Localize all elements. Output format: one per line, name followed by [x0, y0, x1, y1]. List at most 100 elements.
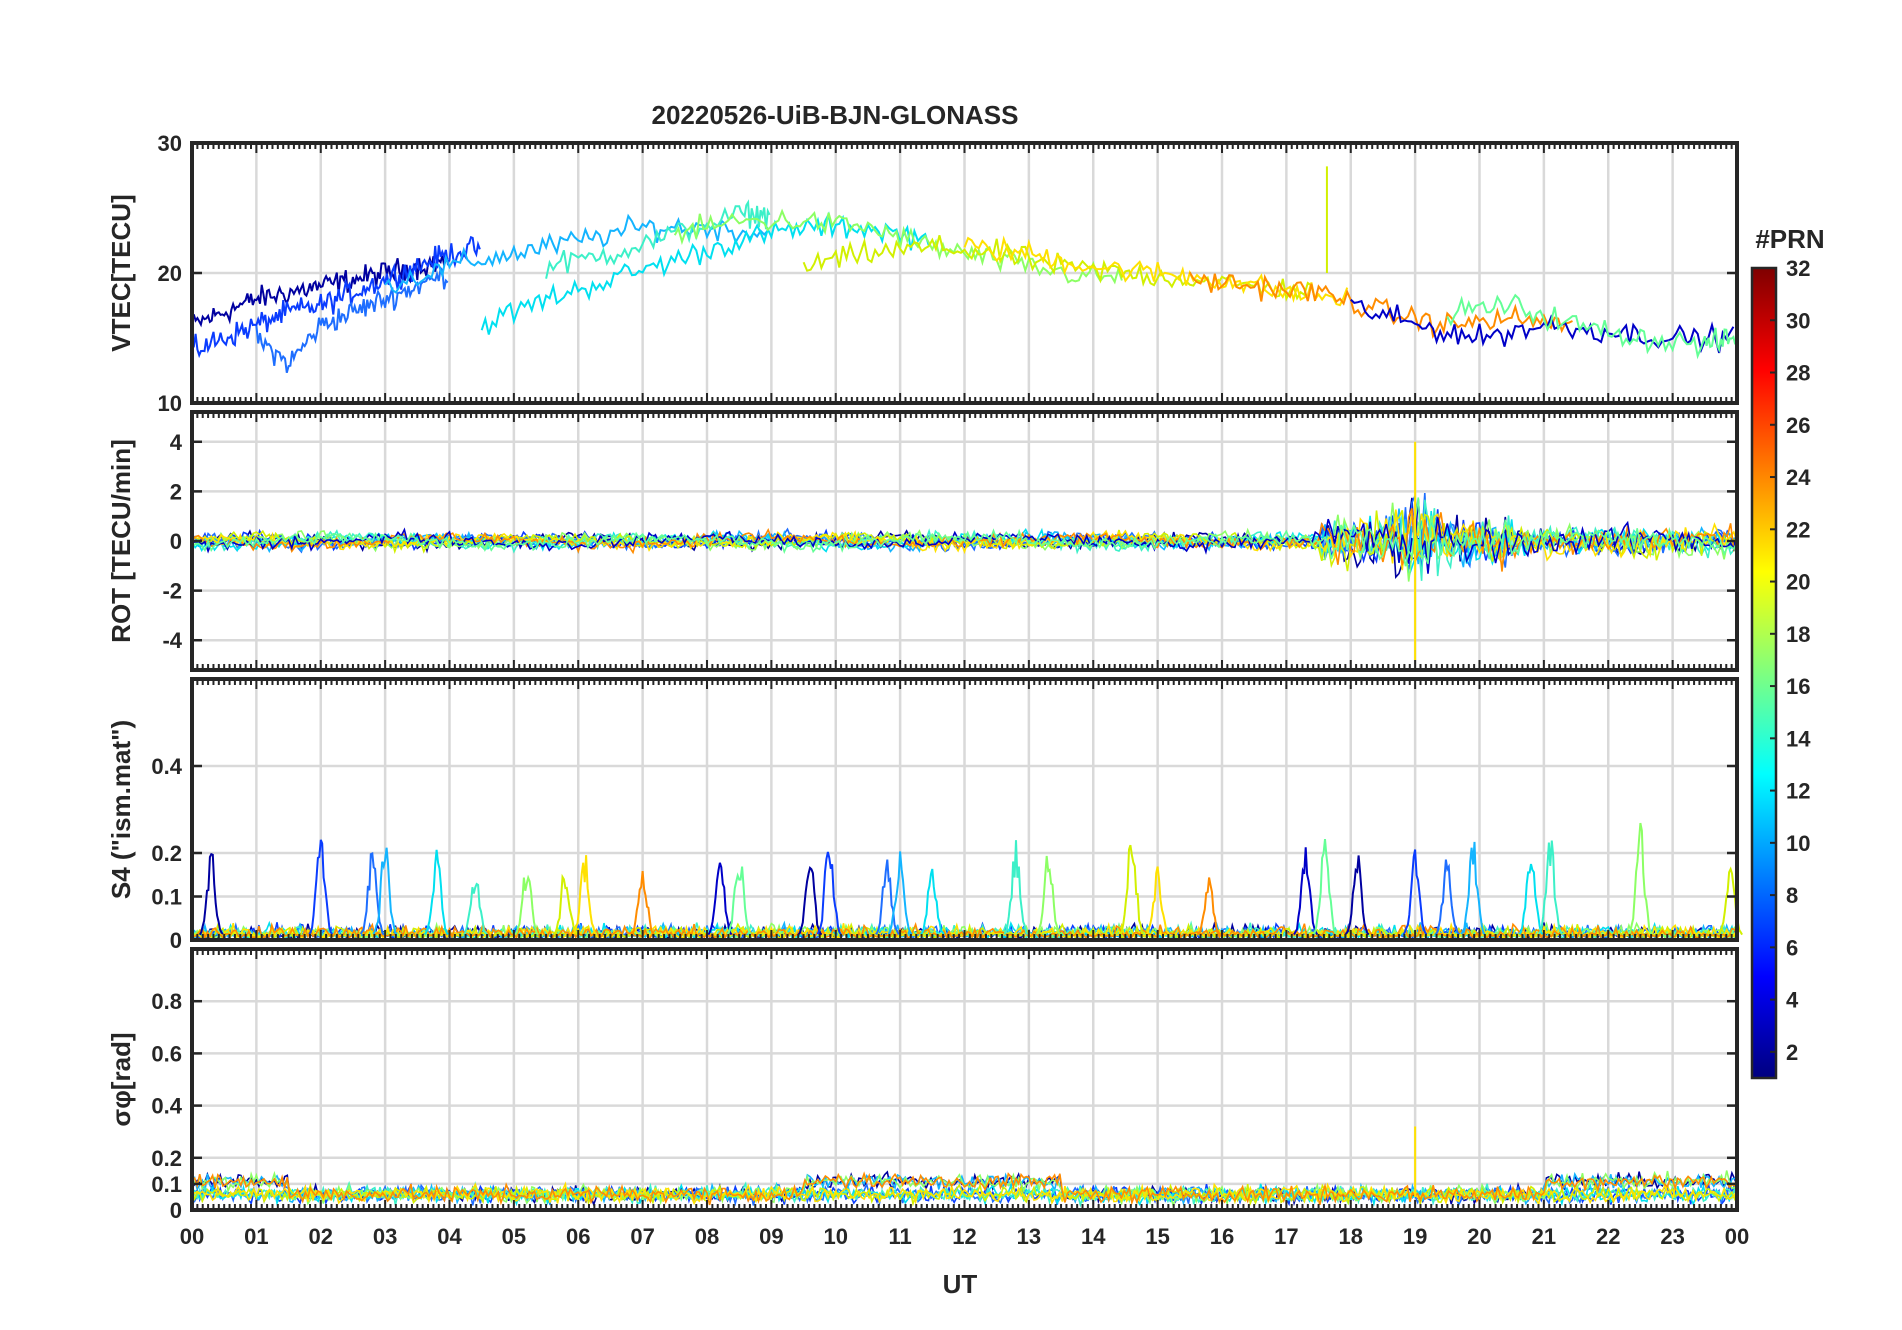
- vtec-series-line: [191, 235, 481, 359]
- x-tick-label: 05: [502, 1224, 526, 1249]
- x-tick-label: 11: [888, 1224, 911, 1249]
- x-tick-label: 08: [695, 1224, 719, 1249]
- s4-spike: [198, 852, 224, 936]
- s4-spike: [514, 874, 539, 936]
- x-tick-label: 02: [309, 1224, 333, 1249]
- x-tick-label: 13: [1017, 1224, 1041, 1249]
- vtec-series-line: [963, 235, 1349, 307]
- x-axis-label: UT: [943, 1269, 978, 1299]
- y-tick-label: 30: [158, 131, 182, 156]
- vtec-grid: [192, 143, 1737, 403]
- colorbar-tick-label: 32: [1786, 256, 1810, 281]
- y-tick-label: -4: [162, 628, 182, 653]
- x-tick-label: 17: [1274, 1224, 1298, 1249]
- colorbar-tick-label: 12: [1786, 779, 1810, 804]
- s4-spike: [726, 866, 752, 936]
- x-tick-label: 15: [1145, 1224, 1169, 1249]
- rot-panel: -4 -2 0 2 4 ROT [TECU/min]: [106, 410, 1739, 672]
- y-tick-label: 2: [170, 479, 182, 504]
- y-tick-label: 0.1: [151, 1172, 182, 1197]
- y-tick-label: 0: [170, 928, 182, 953]
- y-tick-label: 0.2: [151, 841, 182, 866]
- sigma-phi-ylabel: σφ[rad]: [106, 1032, 136, 1126]
- vtec-series-line: [191, 255, 449, 328]
- y-tick-label: -2: [162, 579, 182, 604]
- s4-spike: [707, 862, 733, 936]
- s4-ticks: 0 0.1 0.2 0.4: [151, 679, 1738, 953]
- s4-spike: [1035, 855, 1061, 935]
- y-tick-label: 0.1: [151, 885, 182, 910]
- x-tick-label: 04: [437, 1224, 462, 1249]
- x-tick-label: 23: [1660, 1224, 1684, 1249]
- y-tick-label: 0: [170, 1198, 182, 1223]
- s4-spike: [1312, 839, 1338, 936]
- y-tick-label: 20: [158, 261, 182, 286]
- y-tick-label: 0.8: [151, 989, 182, 1014]
- s4-spike: [887, 851, 913, 935]
- sigma-phi-series-line: [191, 1171, 1738, 1206]
- rot-series-line: [191, 509, 1738, 572]
- vtec-series-lines: [191, 166, 1737, 374]
- colorbar-tick-label: 22: [1786, 517, 1810, 542]
- vtec-panel: 10 20 30 VTEC[TECU]: [106, 131, 1739, 416]
- vtec-series-line: [255, 265, 449, 374]
- vtec-series-line: [1188, 271, 1573, 339]
- rot-series-line: [191, 509, 1738, 571]
- colorbar-tick-label: 20: [1786, 570, 1810, 595]
- s4-spike: [462, 882, 488, 936]
- rot-series-lines: [191, 441, 1738, 661]
- vtec-ylabel: VTEC[TECU]: [106, 194, 136, 351]
- colorbar-tick-label: 6: [1786, 935, 1798, 960]
- s4-spike: [1344, 855, 1370, 936]
- s4-spike: [572, 855, 597, 936]
- x-tick-label: 18: [1339, 1224, 1363, 1249]
- s4-spike: [1402, 849, 1428, 936]
- rot-series-line: [191, 497, 1738, 567]
- colorbar-tick-label: 2: [1786, 1040, 1798, 1065]
- s4-spike: [816, 851, 842, 935]
- s4-spike: [1196, 877, 1222, 936]
- s4-grid: [192, 679, 1737, 940]
- s4-spike: [1460, 841, 1486, 935]
- x-tick-label: 22: [1596, 1224, 1620, 1249]
- colorbar-tick-label: 24: [1786, 465, 1811, 490]
- colorbar-tick-label: 4: [1786, 988, 1799, 1013]
- sigma-phi-panel: 00.10.2 0.4 0.6 0.8 00 01 02 03 04 05 06 07 08 09 10 11…: [106, 947, 1749, 1299]
- colorbar-gradient: [1750, 266, 1778, 1080]
- x-tick-label: 00: [1725, 1224, 1749, 1249]
- x-tick-label: 09: [759, 1224, 783, 1249]
- s4-spike: [1145, 866, 1171, 936]
- s4-spike: [875, 859, 900, 935]
- s4-ylabel: S4 ("ism.mat"): [106, 720, 136, 899]
- rot-ticks: -4 -2 0 2 4: [162, 412, 1738, 670]
- s4-spike: [919, 868, 945, 935]
- s4-spike: [630, 871, 655, 936]
- s4-spike: [553, 873, 578, 936]
- colorbar-tick-label: 28: [1786, 361, 1810, 386]
- rot-ylabel: ROT [TECU/min]: [106, 439, 136, 643]
- x-tick-label: 10: [824, 1224, 848, 1249]
- s4-spike: [1119, 844, 1145, 935]
- vtec-series-line: [1446, 293, 1737, 360]
- vtec-series-line: [545, 199, 771, 279]
- chart-title: 20220526-UiB-BJN-GLONASS: [651, 100, 1018, 130]
- s4-spike: [1518, 863, 1544, 935]
- y-tick-label: 10: [158, 391, 182, 416]
- x-tick-label: 06: [566, 1224, 590, 1249]
- colorbar-tick-label: 18: [1786, 622, 1810, 647]
- colorbar-tick-label: 10: [1786, 831, 1810, 856]
- vtec-ticks: 10 20 30: [158, 131, 1738, 416]
- s4-spike: [1537, 840, 1563, 935]
- x-tick-label: 00: [180, 1224, 204, 1249]
- s4-spike: [372, 847, 398, 935]
- y-tick-label: 0.6: [151, 1041, 182, 1066]
- s4-spike: [1434, 859, 1460, 936]
- vtec-series-line: [1350, 298, 1735, 354]
- x-tick-label: 14: [1081, 1224, 1106, 1249]
- colorbar-tick-label: 30: [1786, 308, 1810, 333]
- s4-spike: [308, 839, 334, 935]
- y-tick-label: 0.4: [151, 754, 182, 779]
- colorbar-tick-label: 14: [1786, 726, 1811, 751]
